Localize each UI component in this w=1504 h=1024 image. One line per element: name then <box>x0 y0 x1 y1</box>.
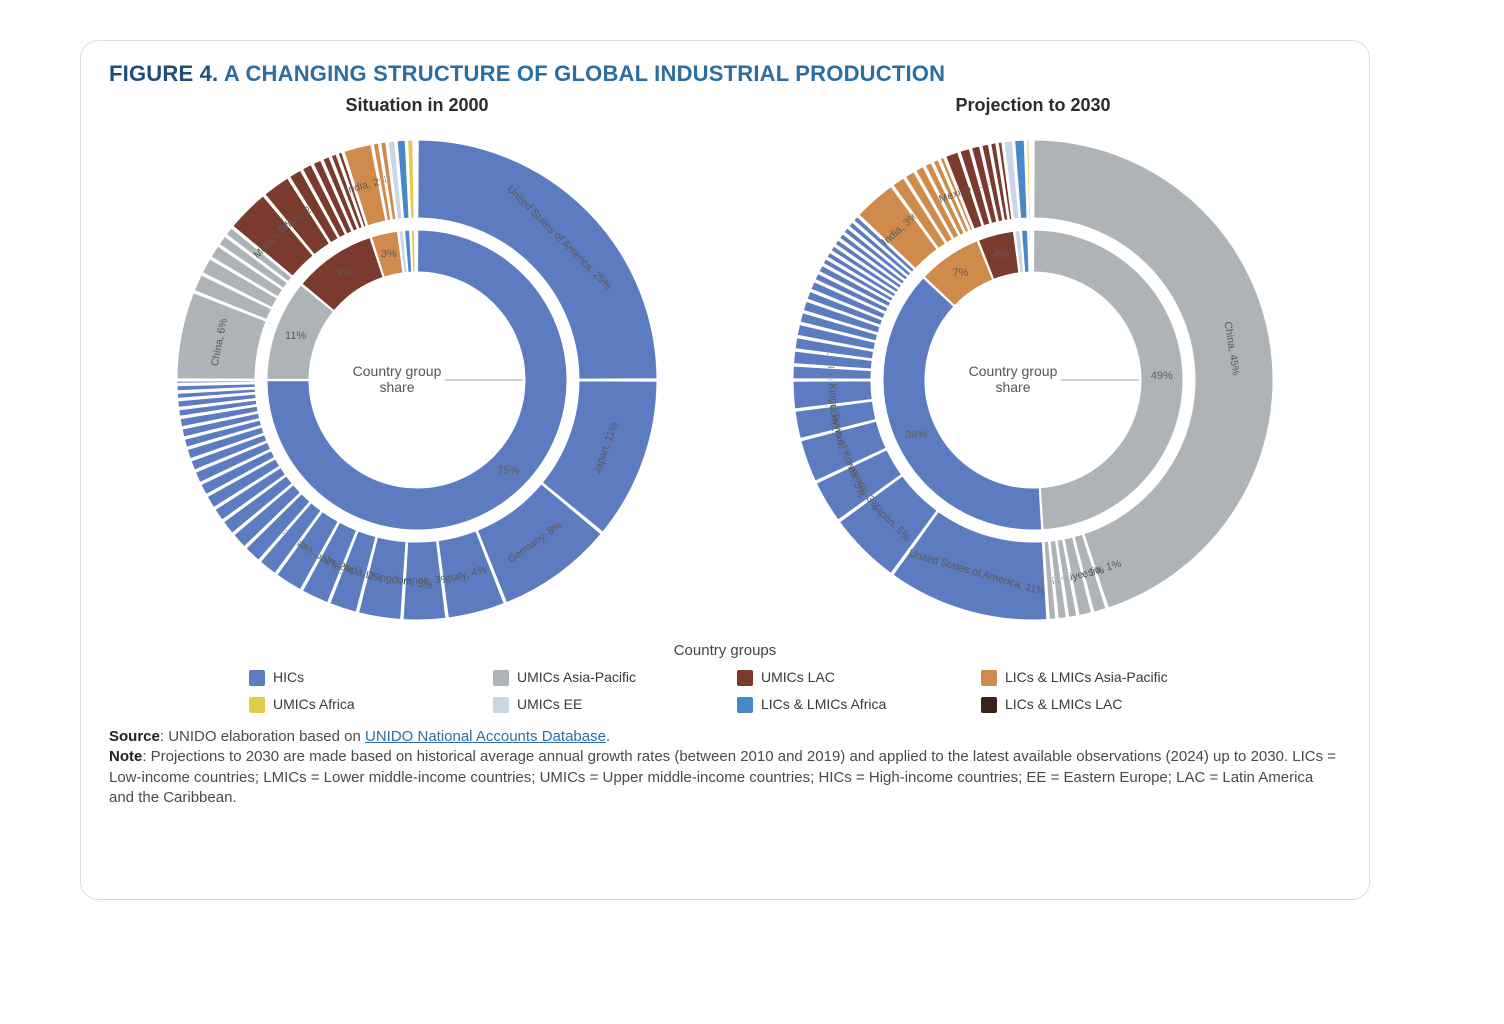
inner-segment <box>1032 230 1033 272</box>
legend-label: UMICs EE <box>517 696 582 712</box>
legend-swatch <box>249 697 265 713</box>
source-suffix: . <box>606 728 610 745</box>
source-prefix: Source <box>109 728 160 745</box>
legend-swatch <box>493 697 509 713</box>
inner-segment-label: 11% <box>285 330 306 342</box>
inner-segment-label: 49% <box>1151 370 1173 382</box>
legend-item: UMICs LAC <box>737 669 957 686</box>
legend-label: LICs & LMICs LAC <box>1005 696 1122 712</box>
chart-2030-cell: Projection to 2030 49%38%7%4%China, 45%I… <box>753 95 1313 640</box>
source-link[interactable]: UNIDO National Accounts Database <box>365 728 606 745</box>
legend: HICs UMICs Asia-Pacific UMICs LAC LICs & LM… <box>109 669 1341 713</box>
legend-item: UMICs Asia-Pacific <box>493 669 713 686</box>
legend-swatch <box>737 697 753 713</box>
center-label: Country groupshare <box>353 363 442 395</box>
legend-item: HICs <box>249 669 469 686</box>
legend-label: LICs & LMICs Africa <box>761 696 886 712</box>
footnotes: Source: UNIDO elaboration based on UNIDO… <box>109 727 1341 808</box>
legend-swatch <box>737 670 753 686</box>
outer-segment <box>415 140 416 218</box>
outer-segment <box>177 381 255 383</box>
inner-segment-label: 9% <box>337 267 353 279</box>
legend-label: UMICs LAC <box>761 669 835 685</box>
center-label: Country groupshare <box>969 363 1058 395</box>
chart-2000-svg: 75%11%9%3%United States of America, 25%J… <box>157 120 677 640</box>
inner-segment-label: 4% <box>993 249 1009 261</box>
figure-title: FIGURE 4. A CHANGING STRUCTURE OF GLOBAL… <box>109 61 1341 87</box>
inner-segment-label: 7% <box>953 267 969 279</box>
legend-swatch <box>493 670 509 686</box>
inner-segment-label: 75% <box>497 465 519 477</box>
note-prefix: Note <box>109 748 142 765</box>
legend-label: LICs & LMICs Asia-Pacific <box>1005 669 1168 685</box>
legend-item: LICs & LMICs Africa <box>737 696 957 713</box>
chart-2000-cell: Situation in 2000 75%11%9%3%United State… <box>137 95 697 640</box>
legend-label: UMICs Asia-Pacific <box>517 669 636 685</box>
inner-segment-label: 38% <box>905 429 927 441</box>
legend-item: LICs & LMICs Asia-Pacific <box>981 669 1201 686</box>
outer-segment <box>1027 140 1030 218</box>
legend-title: Country groups <box>109 642 1341 659</box>
chart-2030-subtitle: Projection to 2030 <box>753 95 1313 116</box>
source-text: : UNIDO elaboration based on <box>160 728 365 745</box>
note-line: Note: Projections to 2030 are made based… <box>109 747 1341 808</box>
inner-segment <box>1029 230 1031 272</box>
legend-swatch <box>981 670 997 686</box>
note-text: : Projections to 2030 are made based on … <box>109 748 1336 806</box>
legend-swatch <box>249 670 265 686</box>
legend-label: HICs <box>273 669 304 685</box>
inner-segment-label: 3% <box>381 248 397 260</box>
chart-2000-subtitle: Situation in 2000 <box>137 95 697 116</box>
outer-segment <box>1031 140 1032 218</box>
source-line: Source: UNIDO elaboration based on UNIDO… <box>109 727 1341 747</box>
legend-label: UMICs Africa <box>273 696 355 712</box>
figure-title-text: A CHANGING STRUCTURE OF GLOBAL INDUSTRIA… <box>224 61 945 86</box>
legend-swatch <box>981 697 997 713</box>
figure-prefix: FIGURE 4. <box>109 61 218 86</box>
charts-row: Situation in 2000 75%11%9%3%United State… <box>109 95 1341 640</box>
inner-segment <box>416 230 417 272</box>
figure-card: FIGURE 4. A CHANGING STRUCTURE OF GLOBAL… <box>80 40 1370 900</box>
legend-item: LICs & LMICs LAC <box>981 696 1201 713</box>
chart-2030-svg: 49%38%7%4%China, 45%Indonesia, 1%Türkiye… <box>773 120 1293 640</box>
legend-item: UMICs EE <box>493 696 713 713</box>
legend-item: UMICs Africa <box>249 696 469 713</box>
